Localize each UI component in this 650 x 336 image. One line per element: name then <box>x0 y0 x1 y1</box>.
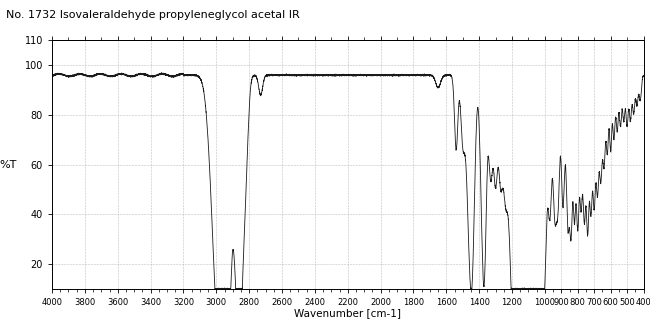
Text: No. 1732 Isovaleraldehyde propyleneglycol acetal IR: No. 1732 Isovaleraldehyde propyleneglyco… <box>6 10 300 20</box>
X-axis label: Wavenumber [cm-1]: Wavenumber [cm-1] <box>294 308 401 319</box>
Y-axis label: %T: %T <box>0 160 17 170</box>
